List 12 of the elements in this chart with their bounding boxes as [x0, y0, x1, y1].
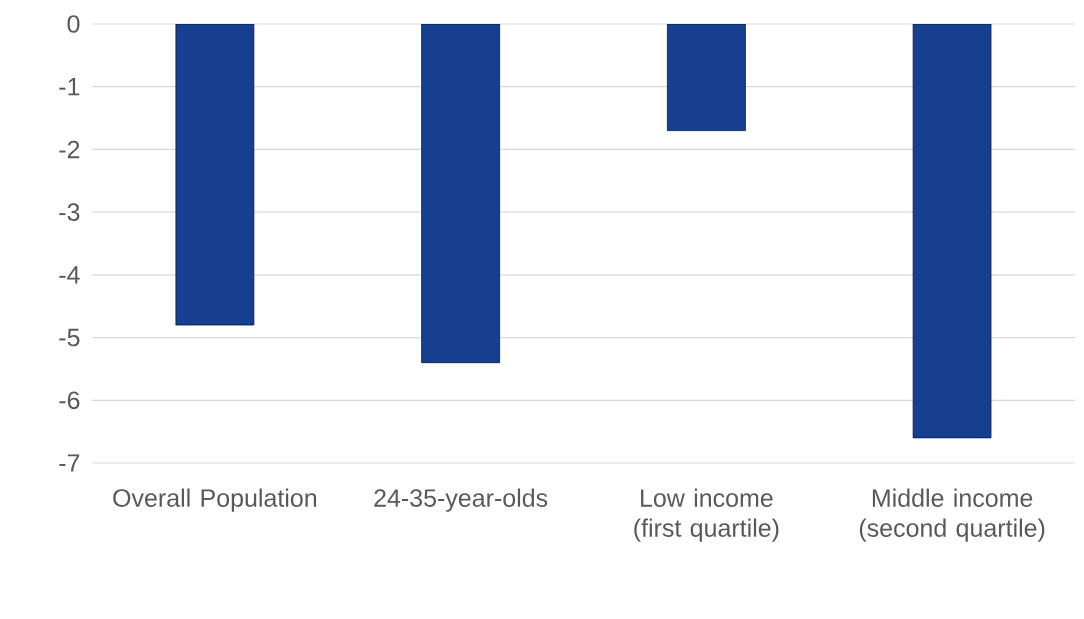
y-tick-label: -1 [59, 78, 80, 96]
y-tick-label: -2 [59, 140, 80, 159]
y-tick-label: 0 [67, 15, 80, 33]
x-tick-label: 24-35-year-olds [374, 488, 548, 512]
x-tick-label: Middle income (second quartile) [859, 488, 1045, 542]
y-tick-label: -5 [59, 328, 80, 347]
y-tick-label: -4 [59, 266, 80, 284]
y-tick-label: -6 [59, 391, 80, 410]
y-tick-label: -7 [59, 454, 80, 472]
x-tick-label: Low income (first quartile) [634, 488, 779, 542]
x-tick-label: Overall Population [113, 488, 317, 512]
y-tick-label: -3 [59, 203, 80, 221]
